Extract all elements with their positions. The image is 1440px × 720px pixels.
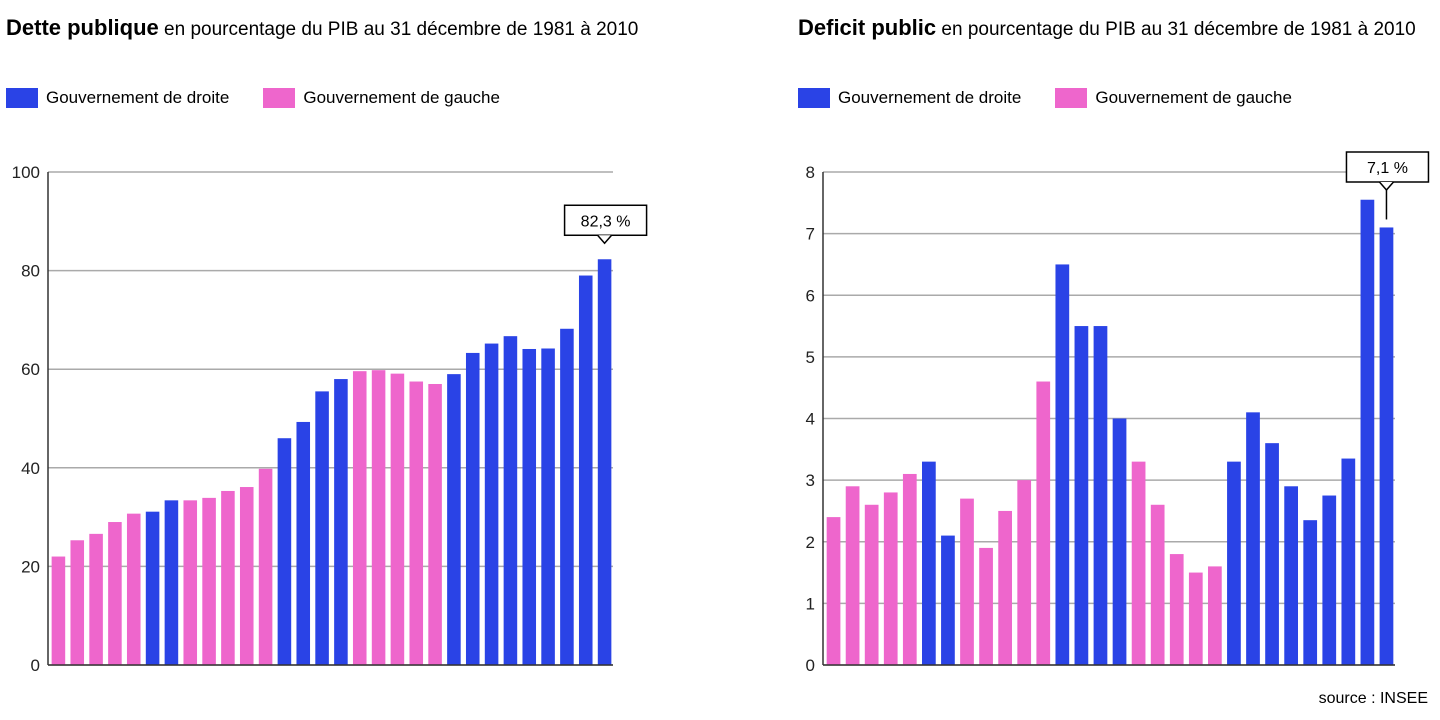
bar-2008 — [1341, 458, 1356, 665]
y-tick-label: 2 — [806, 533, 815, 552]
bar-2004 — [1265, 443, 1279, 665]
bar-1984 — [883, 492, 898, 665]
bar-2007 — [1322, 495, 1337, 665]
bar-1987 — [941, 535, 955, 665]
bar-2006 — [522, 348, 537, 665]
bar-1986 — [145, 511, 160, 665]
legend-item-gauche: Gouvernement de gauche — [263, 88, 500, 108]
bar-2000 — [409, 381, 424, 665]
y-tick-label: 0 — [806, 656, 815, 675]
bar-2001 — [1208, 566, 1222, 665]
y-tick-label: 5 — [806, 348, 815, 367]
y-tick-label: 7 — [806, 225, 815, 244]
legend-swatch — [1055, 88, 1088, 108]
annotation-pointer — [1378, 181, 1395, 192]
annotation-box — [563, 204, 648, 237]
bar-2000 — [1188, 572, 1203, 665]
chart-deficit: Deficit public en pourcentage du PIB au … — [792, 0, 1440, 720]
chart-dette: Dette publique en pourcentage du PIB au … — [0, 0, 700, 720]
bar-2002 — [1227, 461, 1241, 665]
legend-swatch — [6, 88, 38, 108]
bar-chart-deficit: 0 1 2 3 4 5 6 7 8 7,1 % — [806, 151, 1430, 675]
legend-swatch — [263, 88, 296, 108]
bar-1986 — [922, 461, 936, 665]
bar-1989 — [979, 547, 993, 665]
legend: Gouvernement de droite Gouvernement de g… — [6, 88, 500, 108]
legend-item-droite: Gouvernement de droite — [798, 88, 1021, 108]
y-tick-label: 6 — [806, 286, 815, 305]
chart-title: Dette publique en pourcentage du PIB au … — [6, 15, 639, 40]
bar-2003 — [465, 352, 480, 665]
bar-1992 — [1036, 381, 1051, 665]
bar-1991 — [239, 487, 254, 665]
bar-1989 — [202, 497, 216, 665]
annotation-label: 7,1 % — [1367, 160, 1408, 177]
bar-1999 — [1169, 554, 1184, 665]
bar-2001 — [428, 383, 442, 665]
annotation-label: 82,3 % — [581, 213, 631, 230]
bar-1981 — [51, 556, 66, 665]
bar-1990 — [221, 490, 235, 665]
bar-1999 — [390, 373, 405, 665]
annotation-box — [1345, 151, 1430, 183]
bar-1997 — [1131, 461, 1146, 665]
bar-1987 — [164, 500, 179, 665]
annotation-pointer — [597, 234, 613, 245]
bar-1991 — [1017, 480, 1032, 665]
y-tick-label: 100 — [12, 163, 40, 182]
bar-1993 — [277, 438, 292, 665]
y-tick-label: 80 — [21, 262, 40, 281]
legend-swatch — [798, 88, 830, 108]
y-tick-label: 40 — [21, 459, 40, 478]
legend-item-gauche: Gouvernement de gauche — [1055, 88, 1292, 108]
bar-1997 — [352, 371, 367, 665]
bar-1994 — [1074, 326, 1089, 665]
y-tick-label: 4 — [806, 410, 815, 429]
y-tick-label: 1 — [806, 594, 815, 613]
bar-1982 — [845, 486, 860, 665]
bar-1990 — [998, 510, 1012, 665]
bar-2008 — [560, 328, 574, 665]
bar-2010 — [597, 259, 612, 665]
bar-2005 — [503, 336, 518, 665]
bar-1988 — [183, 500, 198, 665]
source-note: source : INSEE — [1318, 690, 1428, 707]
y-tick-label: 60 — [21, 360, 40, 379]
bar-1985 — [902, 473, 917, 665]
bar-1981 — [826, 517, 841, 665]
y-tick-label: 3 — [806, 471, 815, 490]
bar-2007 — [541, 348, 555, 665]
bar-1984 — [108, 522, 122, 665]
bar-1993 — [1055, 264, 1070, 665]
bar-2005 — [1284, 486, 1298, 665]
bar-1996 — [1112, 418, 1127, 665]
bar-1992 — [258, 468, 273, 665]
bar-2003 — [1246, 412, 1260, 665]
bar-1996 — [334, 379, 348, 665]
bar-2009 — [578, 275, 593, 665]
bar-1998 — [1150, 504, 1165, 665]
y-tick-label: 20 — [21, 557, 40, 576]
bar-1982 — [70, 540, 85, 665]
legend: Gouvernement de droite Gouvernement de g… — [798, 88, 1292, 108]
bar-2009 — [1360, 199, 1375, 665]
bar-2006 — [1303, 520, 1318, 665]
chart-title: Deficit public en pourcentage du PIB au … — [798, 15, 1416, 40]
bar-2002 — [447, 374, 461, 665]
bar-1983 — [89, 533, 103, 665]
bar-2004 — [484, 343, 499, 665]
bar-1988 — [960, 498, 974, 665]
bar-1985 — [126, 513, 141, 665]
bar-1995 — [1093, 326, 1108, 665]
legend-item-droite: Gouvernement de droite — [6, 88, 229, 108]
bar-1994 — [296, 421, 311, 665]
bar-2010 — [1379, 227, 1394, 665]
bar-1983 — [864, 504, 879, 665]
bar-1995 — [315, 391, 329, 665]
y-tick-label: 0 — [31, 656, 40, 675]
bar-chart-dette: 0 20 40 60 80 100 82,3 % — [12, 163, 648, 675]
bar-1998 — [371, 370, 386, 665]
y-tick-label: 8 — [806, 163, 815, 182]
